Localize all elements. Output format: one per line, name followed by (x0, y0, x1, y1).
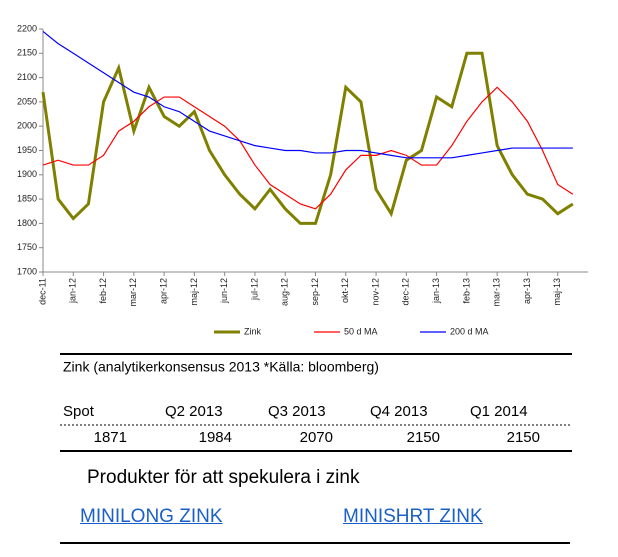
x-tick-label: okt-12 (340, 278, 350, 303)
x-tick-label: jan-13 (431, 278, 441, 304)
legend-label: 50 d MA (344, 326, 378, 336)
x-tick-label: feb-13 (461, 278, 471, 304)
x-tick-label: maj-13 (552, 278, 562, 306)
x-tick-label: maj-12 (189, 278, 199, 306)
x-tick-label: dec-12 (401, 278, 411, 306)
series-line (42, 30, 573, 159)
y-tick-label: 2150 (17, 48, 37, 58)
y-tick-label: 2200 (17, 23, 37, 33)
y-tick-label: 2050 (17, 96, 37, 106)
y-tick-label: 1900 (17, 169, 37, 179)
series-line (42, 86, 574, 210)
table-header: Q3 2013 (268, 403, 326, 420)
y-tick-label: 1850 (17, 193, 37, 203)
x-tick-label: nov-12 (370, 278, 380, 306)
y-tick-label: 1800 (17, 218, 37, 228)
table-header: Q4 2013 (370, 403, 428, 420)
y-tick-label: 1750 (17, 242, 37, 252)
x-tick-label: apr-12 (158, 278, 168, 304)
y-tick-label: 2100 (17, 72, 37, 82)
legend-label: 200 d MA (450, 326, 489, 336)
table-cell: 2070 (300, 429, 333, 446)
link[interactable]: MINILONG ZINK (80, 506, 223, 527)
x-tick-label: jul-12 (249, 278, 259, 301)
x-tick-label: apr-13 (522, 278, 532, 304)
y-tick-label: 1700 (17, 266, 37, 276)
table-header: Q1 2014 (470, 403, 528, 420)
x-tick-label: dec-11 (37, 278, 47, 305)
table-header: Q2 2013 (165, 403, 223, 420)
y-tick-label: 1950 (17, 145, 37, 155)
table-cell: 2150 (507, 429, 540, 446)
series-line (41, 51, 574, 225)
table-title: Zink (analytikerkonsensus 2013 *Källa: b… (63, 359, 379, 375)
y-tick-label: 2000 (17, 121, 37, 131)
table-header: Spot (63, 403, 95, 420)
x-tick-label: feb-12 (98, 278, 108, 304)
table-cell: 2150 (407, 429, 440, 446)
x-tick-label: mar-12 (128, 278, 138, 307)
x-tick-label: jan-12 (68, 278, 78, 304)
table-cell: 1871 (94, 429, 127, 446)
x-tick-label: aug-12 (280, 278, 290, 306)
x-tick-label: jun-12 (219, 278, 229, 304)
products-heading: Produkter för att spekulera i zink (87, 467, 360, 488)
table-cell: 1984 (199, 429, 232, 446)
x-tick-label: mar-13 (492, 278, 502, 307)
link[interactable]: MINISHRT ZINK (343, 506, 483, 527)
legend-label: Zink (244, 326, 262, 336)
x-tick-label: sep-12 (310, 278, 320, 306)
